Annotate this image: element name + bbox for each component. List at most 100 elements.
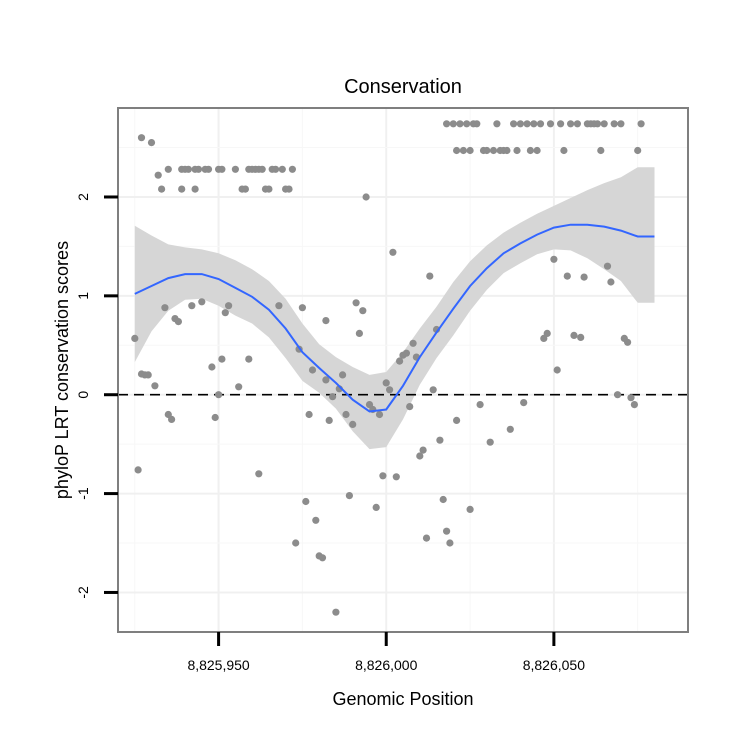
y-axis-ticks: -2 -1 0 1 2 [75,193,118,599]
x-tick-label: 8,826,050 [523,657,585,673]
data-point [305,410,313,419]
x-tick-label: 8,825,950 [187,657,249,673]
data-point [215,391,223,399]
data-point [429,386,437,394]
data-point [137,134,146,142]
data-point [325,416,333,424]
data-point [231,165,239,173]
data-point [439,495,447,504]
data-point [134,466,142,474]
data-point [158,185,166,193]
data-point [543,329,551,337]
data-point [577,333,585,341]
data-point [265,185,273,193]
data-point [302,497,310,506]
data-point [614,391,622,399]
data-point [389,248,397,256]
data-point [225,302,233,310]
data-point [443,527,451,535]
confidence-ribbon [134,167,655,450]
data-point [516,120,525,128]
data-point [526,146,535,155]
data-point [194,165,203,173]
data-point [208,363,216,371]
data-point [416,452,424,460]
scatter-points-layer [131,120,645,616]
data-point [198,298,206,306]
data-point [386,386,394,394]
data-point [342,410,350,419]
data-point [131,334,139,342]
data-point [372,503,380,511]
data-point [235,383,243,391]
data-point [473,120,481,128]
data-point [483,146,491,155]
data-point [573,120,582,128]
data-point [627,394,635,402]
data-point [446,539,454,547]
data-point [278,165,286,173]
data-point [459,146,467,155]
data-point [503,146,511,155]
data-point [443,120,451,128]
data-point [332,608,340,616]
data-point [557,120,565,128]
data-point [630,401,639,409]
data-point [161,304,169,312]
data-point [426,272,434,280]
data-point [463,120,471,128]
data-point [221,309,229,317]
data-point [329,393,337,401]
data-point [275,302,283,310]
data-point [617,120,625,128]
data-point [506,425,514,433]
data-point [570,331,578,339]
data-point [355,329,363,337]
data-point [144,371,152,379]
loess-fit-line [134,223,655,413]
data-point [580,273,588,281]
data-point [610,120,618,128]
data-point [600,120,608,128]
data-point [520,399,528,407]
data-point [392,473,400,481]
data-point [308,366,317,374]
data-point [255,470,263,478]
y-tick-label: 1 [75,292,91,300]
data-point [476,401,484,409]
data-point [466,505,474,513]
data-point [188,302,196,310]
plot-panel-border [117,107,689,633]
data-point [603,262,612,270]
data-point [396,357,404,365]
data-point [493,120,501,128]
data-point [349,420,357,428]
data-point [362,193,370,201]
data-point [147,139,156,147]
x-tick-label: 8,826,000 [355,657,417,673]
data-point [533,146,541,155]
data-point [375,410,384,419]
data-point [168,415,176,423]
data-point [422,534,431,542]
data-point [449,120,457,128]
confidence-ribbon-layer [134,167,655,450]
data-point [154,171,162,179]
data-point [184,165,192,173]
data-point [536,120,545,128]
data-point [359,307,367,315]
data-point [318,554,327,562]
data-point [513,146,521,155]
data-point [322,376,330,384]
data-point [292,539,300,547]
data-point [509,120,518,128]
data-point [567,120,575,128]
y-axis-title: phyloP LRT conservation scores [52,241,72,499]
data-point [174,318,182,326]
data-point [597,146,605,155]
data-point [339,371,347,379]
data-point [546,120,555,128]
x-axis-ticks: 8,825,950 8,826,000 8,826,050 [187,632,585,673]
data-point [409,339,417,347]
